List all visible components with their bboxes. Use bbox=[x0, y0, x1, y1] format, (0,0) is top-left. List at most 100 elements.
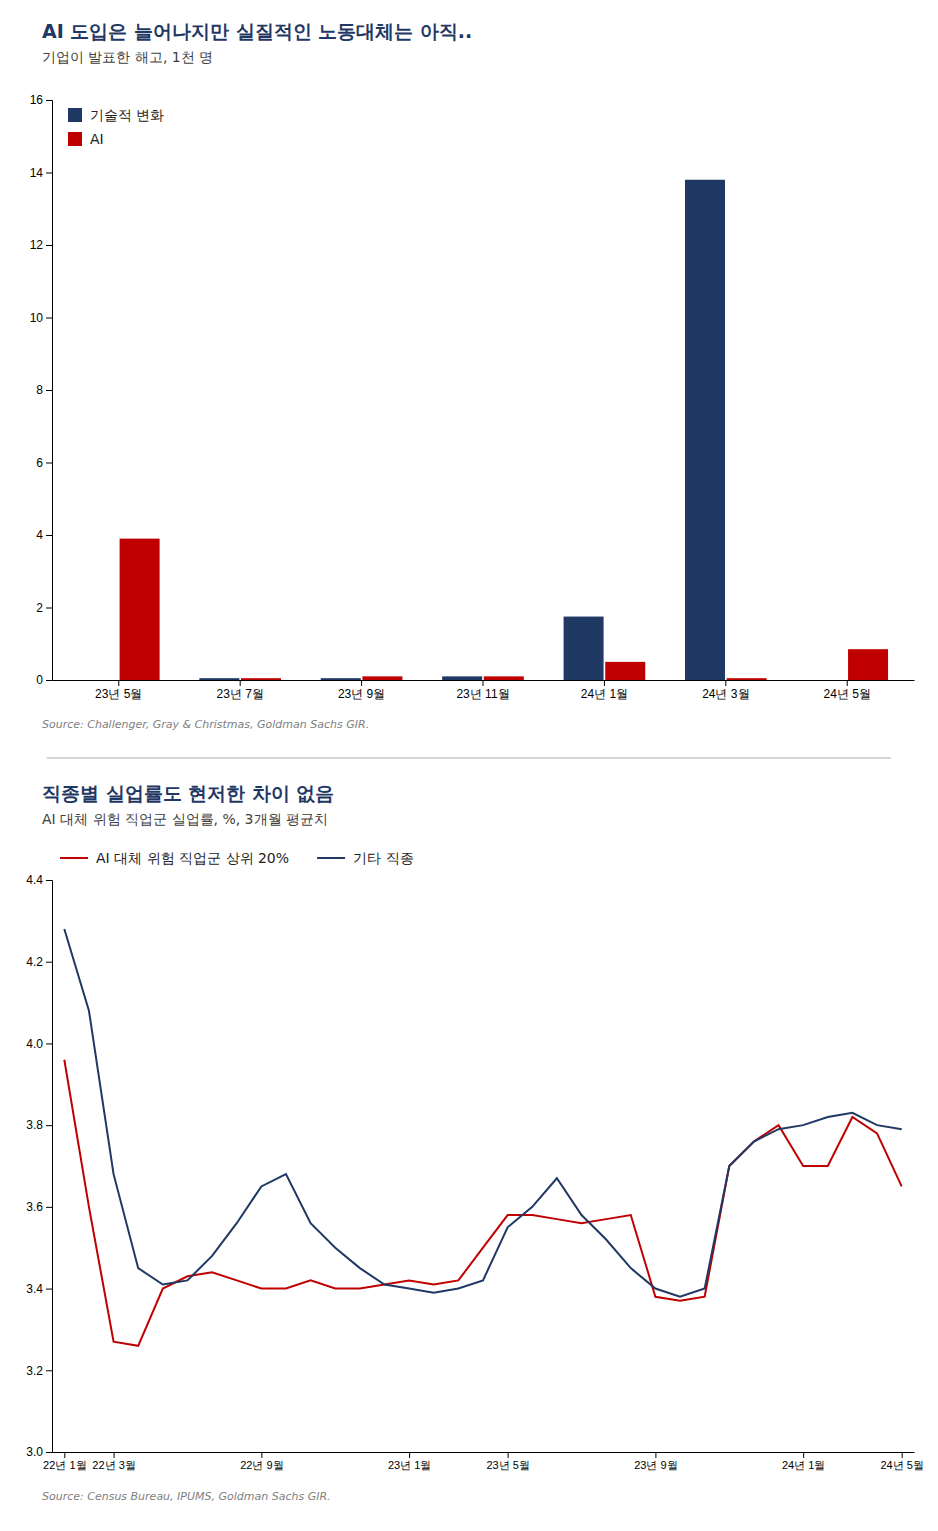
y-tick-mark bbox=[46, 463, 52, 464]
y-tick-label: 3.0 bbox=[26, 1445, 43, 1459]
source-note: Source: Census Bureau, IPUMS, Goldman Sa… bbox=[42, 1490, 331, 1503]
bar bbox=[199, 678, 239, 680]
x-tick-label: 23년 11월 bbox=[456, 687, 509, 701]
bar bbox=[362, 676, 402, 680]
y-tick-mark bbox=[46, 1370, 52, 1371]
x-axis-line bbox=[53, 1452, 915, 1453]
x-tick: 22년 9월 bbox=[240, 1452, 283, 1471]
y-tick-mark bbox=[46, 962, 52, 963]
x-tick-mark bbox=[803, 1452, 804, 1458]
x-tick: 23년 9월 bbox=[634, 1452, 677, 1471]
y-tick: 12 bbox=[30, 238, 52, 252]
x-tick: 23년 5월 bbox=[486, 1452, 529, 1471]
y-tick: 3.8 bbox=[26, 1118, 52, 1132]
y-axis-line bbox=[46, 881, 53, 1453]
y-tick-label: 6 bbox=[36, 456, 43, 470]
y-tick-label: 4.4 bbox=[26, 873, 43, 887]
x-tick-mark bbox=[118, 680, 119, 686]
y-axis-line bbox=[46, 101, 53, 681]
x-tick: 22년 1월 bbox=[43, 1452, 86, 1471]
x-tick-mark bbox=[725, 680, 726, 686]
y-tick-label: 3.6 bbox=[26, 1200, 43, 1214]
y-tick: 14 bbox=[30, 166, 52, 180]
line-series bbox=[64, 1060, 901, 1346]
plot-area bbox=[120, 180, 888, 680]
chart-title: AI 도입은 늘어나지만 실질적인 노동대체는 아직.. bbox=[42, 20, 472, 42]
y-tick-label: 4.2 bbox=[26, 955, 43, 969]
y-tick-label: 12 bbox=[30, 238, 44, 252]
y-tick-label: 3.8 bbox=[26, 1118, 43, 1132]
bar bbox=[241, 678, 281, 680]
legend-label: AI 대체 위험 직업군 상위 20% bbox=[96, 850, 289, 866]
chart-subtitle: AI 대체 위험 직업군 실업률, %, 3개월 평균치 bbox=[42, 811, 328, 827]
x-tick: 23년 9월 bbox=[338, 680, 385, 701]
x-tick: 23년 1월 bbox=[388, 1452, 431, 1471]
x-tick-label: 22년 9월 bbox=[240, 1459, 283, 1471]
y-tick-mark bbox=[46, 608, 52, 609]
x-tick-label: 24년 5월 bbox=[824, 687, 871, 701]
x-tick-label: 24년 1월 bbox=[782, 1459, 825, 1471]
x-tick-mark bbox=[409, 1452, 410, 1458]
bar-series bbox=[199, 180, 725, 680]
legend-label: AI bbox=[90, 131, 104, 147]
separator bbox=[47, 758, 891, 759]
y-tick-label: 8 bbox=[36, 383, 43, 397]
y-tick: 8 bbox=[36, 383, 52, 397]
x-tick: 24년 1월 bbox=[581, 680, 628, 701]
y-tick-mark bbox=[46, 1125, 52, 1126]
y-tick: 3.0 bbox=[26, 1445, 52, 1459]
y-tick: 3.6 bbox=[26, 1200, 52, 1214]
x-tick: 24년 3월 bbox=[702, 680, 749, 701]
y-tick: 3.4 bbox=[26, 1282, 52, 1296]
legend: AI 대체 위험 직업군 상위 20% 기타 직종 bbox=[60, 850, 414, 866]
y-tick-label: 16 bbox=[30, 93, 44, 107]
x-tick-label: 24년 1월 bbox=[581, 687, 628, 701]
y-tick-label: 14 bbox=[30, 166, 44, 180]
x-tick-mark bbox=[902, 1452, 903, 1458]
plot-area bbox=[64, 929, 901, 1346]
y-tick-label: 0 bbox=[36, 673, 43, 687]
bar bbox=[848, 649, 888, 680]
x-tick-mark bbox=[261, 1452, 262, 1458]
x-tick: 23년 5월 bbox=[95, 680, 142, 701]
chart-line: 직종별 실업률도 현저한 차이 없음 AI 대체 위험 직업군 실업률, %, 3… bbox=[26, 782, 924, 1503]
x-tick-label: 23년 9월 bbox=[338, 687, 385, 701]
y-tick: 2 bbox=[36, 601, 52, 615]
bar-series bbox=[120, 539, 888, 680]
bar bbox=[120, 539, 160, 680]
legend-label: 기타 직종 bbox=[353, 850, 413, 866]
x-tick-label: 22년 1월 bbox=[43, 1459, 86, 1471]
y-tick-mark bbox=[46, 390, 52, 391]
y-tick-label: 3.4 bbox=[26, 1282, 43, 1296]
x-tick-mark bbox=[847, 680, 848, 686]
y-tick-mark bbox=[46, 880, 52, 881]
bar bbox=[564, 617, 604, 680]
bar bbox=[685, 180, 725, 680]
chart-subtitle: 기업이 발표한 해고, 1천 명 bbox=[42, 49, 213, 65]
x-tick-mark bbox=[240, 680, 241, 686]
y-tick: 4 bbox=[36, 528, 52, 542]
y-tick: 3.2 bbox=[26, 1364, 52, 1378]
legend: 기술적 변화AI bbox=[68, 107, 164, 147]
y-tick-label: 2 bbox=[36, 601, 43, 615]
legend-swatch bbox=[68, 132, 82, 146]
x-tick-mark bbox=[508, 1452, 509, 1458]
bar bbox=[484, 676, 524, 680]
y-tick-label: 10 bbox=[30, 311, 44, 325]
y-tick: 4.2 bbox=[26, 955, 52, 969]
y-tick-mark bbox=[46, 1289, 52, 1290]
x-tick: 24년 1월 bbox=[782, 1452, 825, 1471]
chart-bar: AI 도입은 늘어나지만 실질적인 노동대체는 아직.. 기업이 발표한 해고, … bbox=[30, 20, 915, 731]
y-tick-mark bbox=[46, 245, 52, 246]
bar bbox=[727, 678, 767, 680]
y-tick-mark bbox=[46, 100, 52, 101]
x-tick-label: 23년 5월 bbox=[95, 687, 142, 701]
x-tick-label: 23년 7월 bbox=[217, 687, 264, 701]
source-note: Source: Challenger, Gray & Christmas, Go… bbox=[42, 718, 369, 731]
y-axis: 0 2 4 6 8 10 12 14 16 bbox=[30, 93, 53, 687]
x-tick-label: 22년 3월 bbox=[92, 1459, 135, 1471]
x-tick: 24년 5월 bbox=[824, 680, 871, 701]
y-tick-label: 4.0 bbox=[26, 1037, 43, 1051]
chart-title: 직종별 실업률도 현저한 차이 없음 bbox=[42, 782, 334, 804]
y-tick: 6 bbox=[36, 456, 52, 470]
